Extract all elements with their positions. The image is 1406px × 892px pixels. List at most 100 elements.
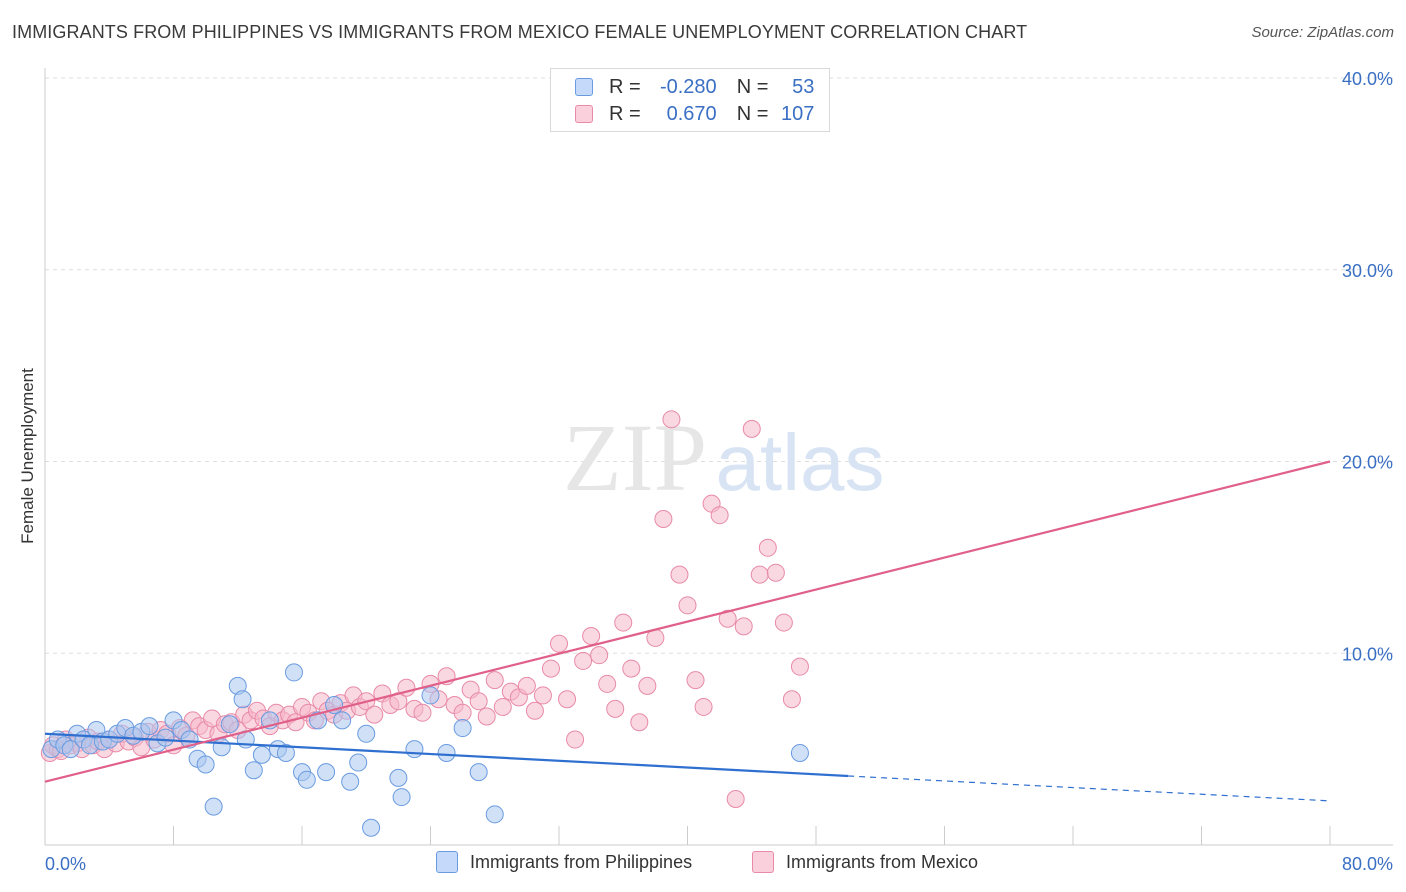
series-legend: Immigrants from Philippines Immigrants f… (0, 851, 1406, 877)
x-tick-label: 80.0% (1342, 854, 1393, 874)
point-philippines (437, 743, 456, 762)
point-mexico (598, 674, 617, 693)
point-mexico (718, 609, 737, 628)
point-philippines (156, 728, 175, 747)
point-mexico (790, 657, 809, 676)
point-mexico (742, 419, 761, 438)
point-philippines (357, 724, 376, 743)
point-philippines (297, 770, 316, 789)
point-philippines (196, 755, 215, 774)
point-philippines (405, 740, 424, 759)
point-philippines (317, 763, 336, 782)
point-mexico (678, 596, 697, 615)
trend-line-philippines (44, 732, 849, 778)
legend-row-philippines: R = -0.280 N = 53 (575, 76, 814, 98)
legend-row-mexico: R = 0.670 N = 107 (575, 103, 814, 125)
point-philippines (212, 738, 231, 757)
trend-lines (44, 460, 1331, 802)
watermark-zip: ZIP (563, 404, 707, 511)
point-mexico (782, 690, 801, 709)
point-mexico (686, 671, 705, 690)
point-mexico (558, 690, 577, 709)
point-mexico (654, 510, 673, 529)
point-philippines (233, 690, 252, 709)
legend-item-mexico: Immigrants from Mexico (752, 851, 978, 873)
point-mexico (734, 617, 753, 636)
point-philippines (244, 761, 263, 780)
point-philippines (341, 772, 360, 791)
point-mexico (766, 563, 785, 582)
point-mexico (365, 705, 384, 724)
x-tick-label: 0.0% (45, 854, 86, 874)
point-mexico (574, 651, 593, 670)
point-mexico (517, 676, 536, 695)
point-mexico (477, 707, 496, 726)
point-philippines (421, 686, 440, 705)
legend-n-value: 107 (781, 102, 815, 125)
trend-line-philippines-extension (848, 775, 1331, 802)
point-mexico (469, 692, 488, 711)
point-mexico (638, 676, 657, 695)
point-mexico (670, 565, 689, 584)
point-mexico (413, 703, 432, 722)
legend-swatch-mexico (575, 105, 593, 123)
point-philippines (453, 719, 472, 738)
point-philippines (284, 663, 303, 682)
point-mexico (493, 697, 512, 716)
y-tick-label: 10.0% (1342, 644, 1393, 664)
point-mexico (710, 506, 729, 525)
legend-r-label: R = (609, 102, 641, 125)
point-mexico (550, 634, 568, 653)
point-philippines (204, 797, 223, 816)
legend-label-mexico: Immigrants from Mexico (786, 851, 979, 872)
point-mexico (630, 713, 649, 732)
series-philippines-points (42, 663, 809, 837)
legend-swatch-philippines (575, 78, 593, 96)
point-philippines (61, 740, 80, 759)
point-mexico (525, 701, 544, 720)
legend-n-value: 53 (792, 75, 815, 98)
y-tick-label: 40.0% (1342, 69, 1393, 89)
point-philippines (469, 763, 488, 782)
point-mexico (694, 697, 713, 716)
correlation-legend: R = -0.280 N = 53 R = 0.670 N = 107 (550, 68, 830, 132)
legend-r-value: -0.280 (659, 75, 717, 98)
axes (44, 68, 1393, 846)
point-philippines (392, 788, 411, 807)
point-philippines (362, 818, 381, 837)
point-mexico (485, 671, 504, 690)
point-philippines (485, 805, 504, 824)
point-mexico (541, 659, 560, 678)
watermark: ZIP atlas (563, 404, 884, 511)
point-mexico (614, 613, 633, 632)
point-mexico (622, 659, 641, 678)
point-philippines (276, 743, 295, 762)
point-philippines (349, 753, 368, 772)
point-philippines (333, 711, 352, 730)
trend-line-mexico (44, 460, 1331, 783)
point-philippines (790, 743, 809, 762)
watermark-atlas: atlas (716, 418, 885, 507)
y-tick-label: 20.0% (1342, 453, 1393, 473)
legend-n-label: N = (736, 75, 769, 98)
y-axis-label: Female Unemployment (18, 368, 37, 544)
point-mexico (566, 730, 585, 749)
legend-item-philippines: Immigrants from Philippines (436, 851, 692, 873)
gridlines (45, 77, 1393, 654)
chart-title: IMMIGRANTS FROM PHILIPPINES VS IMMIGRANT… (12, 22, 1028, 42)
legend-r-value: 0.670 (666, 102, 717, 125)
legend-label-philippines: Immigrants from Philippines (470, 851, 693, 872)
point-mexico (726, 789, 745, 808)
legend-swatch-philippines (436, 851, 458, 873)
point-philippines (220, 715, 239, 734)
point-philippines (389, 768, 408, 787)
point-mexico (662, 410, 681, 429)
point-mexico (774, 613, 793, 632)
legend-n-label: N = (736, 102, 769, 125)
point-mexico (590, 646, 609, 665)
point-mexico (750, 565, 769, 584)
y-tick-label: 30.0% (1342, 261, 1393, 281)
point-philippines (309, 711, 328, 730)
tick-labels: 10.0% 20.0% 30.0% 40.0% 0.0% 80.0% (45, 69, 1393, 874)
